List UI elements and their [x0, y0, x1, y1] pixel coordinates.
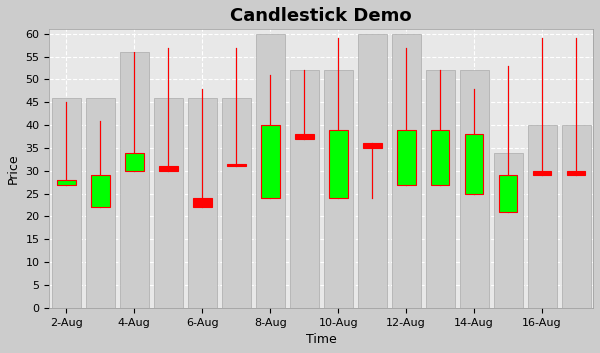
Bar — [57, 180, 76, 185]
Bar — [329, 130, 347, 198]
Bar — [431, 130, 449, 185]
Bar — [120, 52, 149, 308]
Bar — [193, 198, 212, 207]
Bar — [188, 98, 217, 308]
Bar — [527, 125, 557, 308]
Bar — [159, 166, 178, 171]
Bar — [358, 34, 386, 308]
Bar — [533, 171, 551, 175]
Bar — [460, 70, 488, 308]
Bar — [397, 130, 416, 185]
Bar — [256, 34, 284, 308]
Bar — [125, 152, 143, 171]
Bar — [567, 171, 586, 175]
Bar — [91, 175, 110, 207]
Bar — [425, 70, 455, 308]
Y-axis label: Price: Price — [7, 153, 20, 184]
Bar — [392, 34, 421, 308]
X-axis label: Time: Time — [306, 333, 337, 346]
Bar — [261, 125, 280, 198]
Bar — [222, 98, 251, 308]
Bar — [290, 70, 319, 308]
Bar — [465, 134, 484, 194]
Bar — [499, 175, 517, 212]
Bar — [86, 98, 115, 308]
Bar — [295, 134, 314, 139]
Bar — [494, 152, 523, 308]
Bar — [227, 164, 245, 166]
Title: Candlestick Demo: Candlestick Demo — [230, 7, 412, 25]
Bar — [324, 70, 353, 308]
Bar — [52, 98, 81, 308]
Bar — [562, 125, 590, 308]
Bar — [154, 98, 183, 308]
Bar — [363, 143, 382, 148]
